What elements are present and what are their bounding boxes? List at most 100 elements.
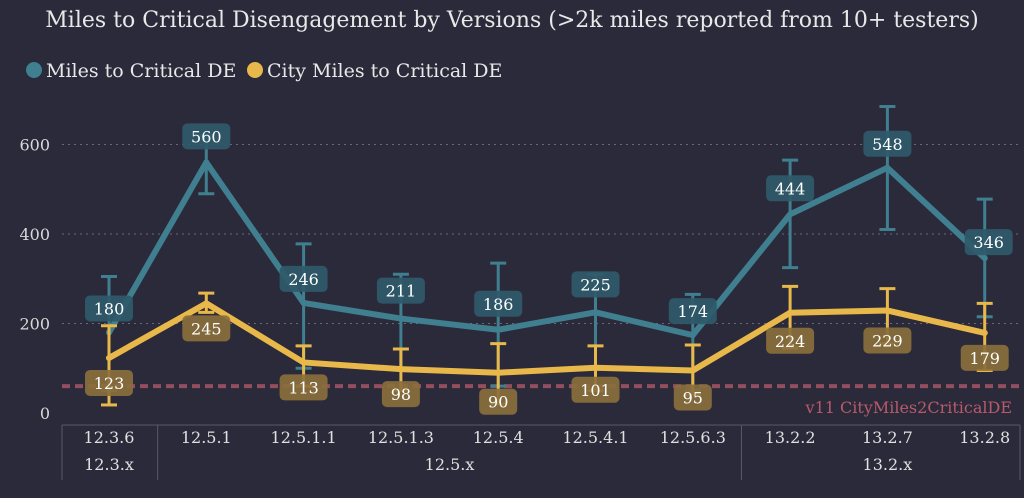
x-tick-label: 13.2.7 (862, 428, 913, 447)
data-point (787, 309, 794, 316)
data-label-box (571, 271, 620, 298)
x-tick-label: 13.2.2 (765, 428, 816, 447)
data-label-text: 346 (973, 233, 1004, 252)
data-label: 180 (85, 295, 133, 322)
x-group-label: 12.3.x (84, 455, 134, 474)
data-point (495, 326, 502, 333)
data-label-text: 560 (191, 127, 222, 146)
data-label-box (863, 130, 912, 157)
data-label: 101 (571, 376, 620, 403)
x-tick-label: 12.5.1 (181, 428, 232, 447)
data-label-text: 444 (775, 179, 806, 198)
data-label-box (376, 277, 425, 304)
series-line-0 (106, 159, 988, 339)
data-label-text: 101 (580, 381, 611, 400)
data-label: 211 (376, 277, 425, 304)
series-0 (101, 104, 993, 393)
reference-line-label: v11 CityMiles2CriticalDE (805, 398, 1012, 417)
series-line-1 (106, 300, 988, 376)
x-axis: 12.3.6 12.5.1 12.5.1.1 12.5.1.3 12.5.4 12.5.4… (61, 424, 1021, 480)
x-tick-label: 12.5.1.1 (271, 428, 337, 447)
data-point (203, 159, 210, 166)
data-label-text: 90 (488, 393, 508, 412)
data-label-text: 245 (191, 319, 222, 338)
data-point (689, 332, 696, 339)
data-point (106, 354, 112, 361)
data-point (592, 364, 599, 371)
data-label-text: 113 (288, 378, 319, 397)
data-label-box (960, 344, 1009, 371)
data-label-box (85, 369, 133, 396)
data-label-text: 123 (94, 374, 125, 393)
data-point (203, 300, 210, 307)
y-tick-label: 200 (19, 315, 50, 334)
data-point (884, 164, 891, 171)
data-label: 113 (279, 374, 328, 401)
data-point (300, 359, 307, 366)
x-tick-label: 12.5.6.3 (660, 428, 726, 447)
x-tick-label: 12.5.4.1 (562, 428, 628, 447)
data-point (981, 255, 988, 262)
data-label: 179 (960, 344, 1009, 371)
data-label: 225 (571, 271, 620, 298)
data-label-box (381, 381, 420, 408)
data-point (787, 211, 794, 218)
data-label-box (479, 388, 518, 415)
data-label-text: 246 (288, 270, 319, 289)
y-tick-label: 400 (19, 225, 50, 244)
data-label: 548 (863, 130, 912, 157)
x-group-label: 13.2.x (863, 455, 913, 474)
data-label-box (279, 265, 328, 292)
data-label: 98 (381, 381, 420, 408)
data-label: 224 (766, 327, 815, 354)
y-tick-label: 0 (40, 404, 50, 423)
legend-marker-city-miles (247, 62, 263, 78)
data-label: 245 (182, 315, 231, 342)
legend-marker-miles (26, 62, 42, 78)
data-label-text: 225 (580, 275, 611, 294)
data-label-box (673, 384, 712, 411)
data-label-text: 180 (94, 299, 125, 318)
y-axis: 0 200 400 600 (19, 136, 50, 424)
data-label-box (571, 376, 620, 403)
data-label-text: 95 (683, 388, 703, 407)
data-label-text: 98 (391, 385, 411, 404)
legend: Miles to Critical DE City Miles to Criti… (26, 60, 502, 82)
x-group-label: 12.5.x (425, 455, 475, 474)
data-point (397, 315, 404, 322)
data-label-text: 174 (678, 302, 709, 321)
data-label-box (279, 374, 328, 401)
series (101, 104, 993, 407)
data-label: 174 (668, 298, 717, 325)
legend-label-city-miles: City Miles to Critical DE (267, 60, 502, 82)
data-label-box (863, 327, 912, 354)
data-label-text: 229 (872, 332, 903, 351)
data-label: 90 (479, 388, 518, 415)
data-label-box (474, 290, 523, 317)
data-label: 560 (182, 123, 231, 150)
x-tick-label: 12.5.1.3 (368, 428, 434, 447)
data-labels: 180 560 246 211 186 225 174 444 548 346 123 245 113 9… (85, 123, 1013, 415)
data-label-box (766, 327, 815, 354)
gridlines (62, 144, 1020, 324)
data-label-box (964, 229, 1013, 256)
data-point (884, 307, 891, 314)
data-point (981, 329, 988, 336)
data-label-text: 224 (775, 332, 806, 351)
data-point (300, 299, 307, 306)
data-label-box (85, 295, 133, 322)
reference-line: v11 CityMiles2CriticalDE (62, 384, 1020, 417)
data-label: 186 (474, 290, 523, 317)
chart-title: Miles to Critical Disengagement by Versi… (45, 8, 978, 33)
data-point (689, 367, 696, 374)
data-label: 346 (964, 229, 1013, 256)
data-label-text: 548 (872, 135, 903, 154)
data-label: 95 (673, 384, 712, 411)
data-label: 444 (766, 175, 815, 202)
x-tick-label: 13.2.8 (959, 428, 1010, 447)
data-label: 123 (85, 369, 133, 396)
data-point (397, 366, 404, 373)
x-tick-label: 12.5.4 (473, 428, 524, 447)
data-label-text: 211 (386, 282, 417, 301)
data-label-box (182, 315, 231, 342)
